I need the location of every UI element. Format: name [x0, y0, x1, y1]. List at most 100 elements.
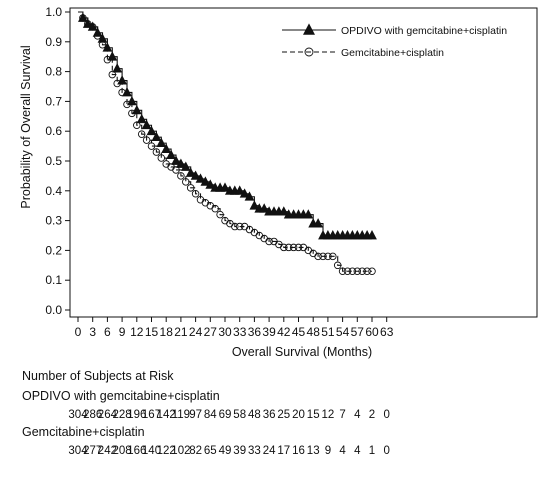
censor-mark-gemcitabine [329, 252, 337, 261]
risk-count: 9 [325, 445, 331, 457]
censor-mark-opdivo [166, 149, 176, 159]
censor-mark-gemcitabine [103, 55, 112, 64]
x-tick-label: 42 [277, 325, 291, 339]
y-axis: 0.0 0.1 0.2 0.3 0.4 0.5 0.6 0.7 0.8 0.9 1.0 [45, 5, 70, 317]
risk-count: 122 [157, 445, 176, 457]
series-line-opdivo [78, 11, 372, 237]
x-tick-label: 57 [351, 325, 365, 339]
censor-mark-opdivo [156, 137, 167, 148]
censor-mark-opdivo [112, 63, 123, 73]
y-tick-label: 0.6 [45, 124, 62, 138]
y-tick-label: 1.0 [45, 5, 62, 19]
censor-mark-gemcitabine [353, 267, 362, 276]
legend: OPDIVO with gemcitabine+cisplatin Gemcita… [282, 23, 507, 59]
risk-table: Number of Subjects at Risk OPDIVO with g… [22, 369, 390, 457]
censor-mark-opdivo [127, 95, 137, 106]
x-tick-label: 27 [204, 325, 218, 339]
y-tick-label: 0.2 [45, 243, 62, 257]
censor-mark-opdivo [151, 131, 162, 142]
x-tick-label: 39 [262, 325, 276, 339]
censor-mark-opdivo [161, 143, 172, 153]
risk-count: 82 [189, 445, 202, 457]
risk-count: 16 [292, 445, 305, 457]
censor-mark-gemcitabine [137, 130, 146, 138]
risk-count: 25 [277, 409, 290, 421]
censor-mark-gemcitabine [113, 79, 121, 88]
censor-mark-gemcitabine [108, 70, 117, 79]
plot-area [69, 7, 538, 318]
censor-mark-opdivo [176, 158, 186, 168]
censor-mark-gemcitabine [177, 172, 185, 180]
censor-mark-gemcitabine [172, 166, 180, 174]
risk-count: 196 [127, 409, 146, 421]
censor-mark-gemcitabine [93, 32, 102, 40]
risk-count: 7 [339, 409, 345, 421]
x-tick-label: 0 [75, 325, 82, 339]
risk-count: 119 [172, 409, 190, 421]
censor-mark-gemcitabine [182, 178, 190, 186]
risk-count: 228 [113, 409, 132, 421]
x-tick-label: 9 [119, 325, 126, 339]
x-tick-label: 12 [130, 325, 144, 339]
censor-mark-gemcitabine [98, 41, 107, 49]
risk-count: 208 [113, 445, 132, 457]
x-tick-label: 36 [248, 325, 262, 339]
risk-count: 142 [157, 409, 176, 421]
risk-count: 167 [142, 409, 161, 421]
x-tick-label: 63 [380, 325, 394, 339]
x-tick-label: 18 [160, 325, 174, 339]
risk-count: 13 [307, 445, 320, 457]
risk-count: 0 [383, 409, 389, 421]
risk-count: 102 [171, 445, 190, 457]
censor-mark-gemcitabine [363, 267, 371, 276]
x-tick-label: 6 [104, 325, 111, 339]
censor-mark-gemcitabine [294, 243, 303, 252]
legend-label: Gemcitabine+cisplatin [341, 47, 444, 59]
risk-count: 242 [98, 445, 117, 457]
risk-count: 1 [369, 445, 375, 457]
risk-count: 97 [189, 409, 202, 421]
x-axis-title: Overall Survival (Months) [232, 345, 372, 359]
x-tick-label: 33 [233, 325, 247, 339]
x-tick-label: 45 [292, 325, 306, 339]
censor-mark-opdivo [367, 230, 377, 240]
y-tick-label: 0.7 [45, 94, 62, 108]
x-tick-label: 3 [89, 325, 96, 339]
risk-count: 58 [233, 409, 246, 421]
censor-mark-gemcitabine [216, 210, 224, 219]
risk-count: 4 [354, 445, 361, 457]
risk-count: 12 [322, 409, 335, 421]
censor-mark-opdivo [303, 209, 314, 219]
censor-mark-gemcitabine [123, 100, 131, 109]
risk-count: 20 [292, 409, 305, 421]
censor-mark-opdivo [171, 155, 181, 165]
censor-mark-opdivo [239, 188, 250, 198]
censor-mark-opdivo [200, 176, 211, 186]
censor-mark-gemcitabine [348, 267, 357, 276]
censor-mark-gemcitabine [314, 252, 322, 261]
legend-marker-circle [304, 47, 314, 57]
censor-mark-opdivo [141, 119, 152, 130]
risk-count: 69 [219, 409, 232, 421]
censor-mark-opdivo [249, 200, 260, 210]
series-opdivo [78, 11, 377, 240]
risk-count: 24 [263, 445, 276, 457]
risk-count: 36 [263, 409, 276, 421]
censor-mark-gemcitabine [128, 109, 136, 118]
risk-table-title: Number of Subjects at Risk [22, 369, 174, 383]
censor-mark-gemcitabine [79, 14, 87, 22]
risk-count: 140 [142, 445, 161, 457]
censor-mark-gemcitabine [333, 261, 342, 270]
y-axis-title: Probability of Overall Survival [19, 45, 33, 208]
y-tick-label: 0.0 [45, 303, 62, 317]
censor-mark-gemcitabine [191, 190, 200, 198]
risk-count: 277 [83, 445, 102, 457]
censor-mark-opdivo [278, 206, 289, 216]
y-tick-label: 0.8 [45, 65, 62, 79]
risk-count: 286 [83, 409, 102, 421]
risk-row-label-opdivo: OPDIVO with gemcitabine+cisplatin [22, 389, 220, 403]
censor-mark-gemcitabine [280, 243, 288, 252]
censor-mark-opdivo [234, 185, 245, 195]
